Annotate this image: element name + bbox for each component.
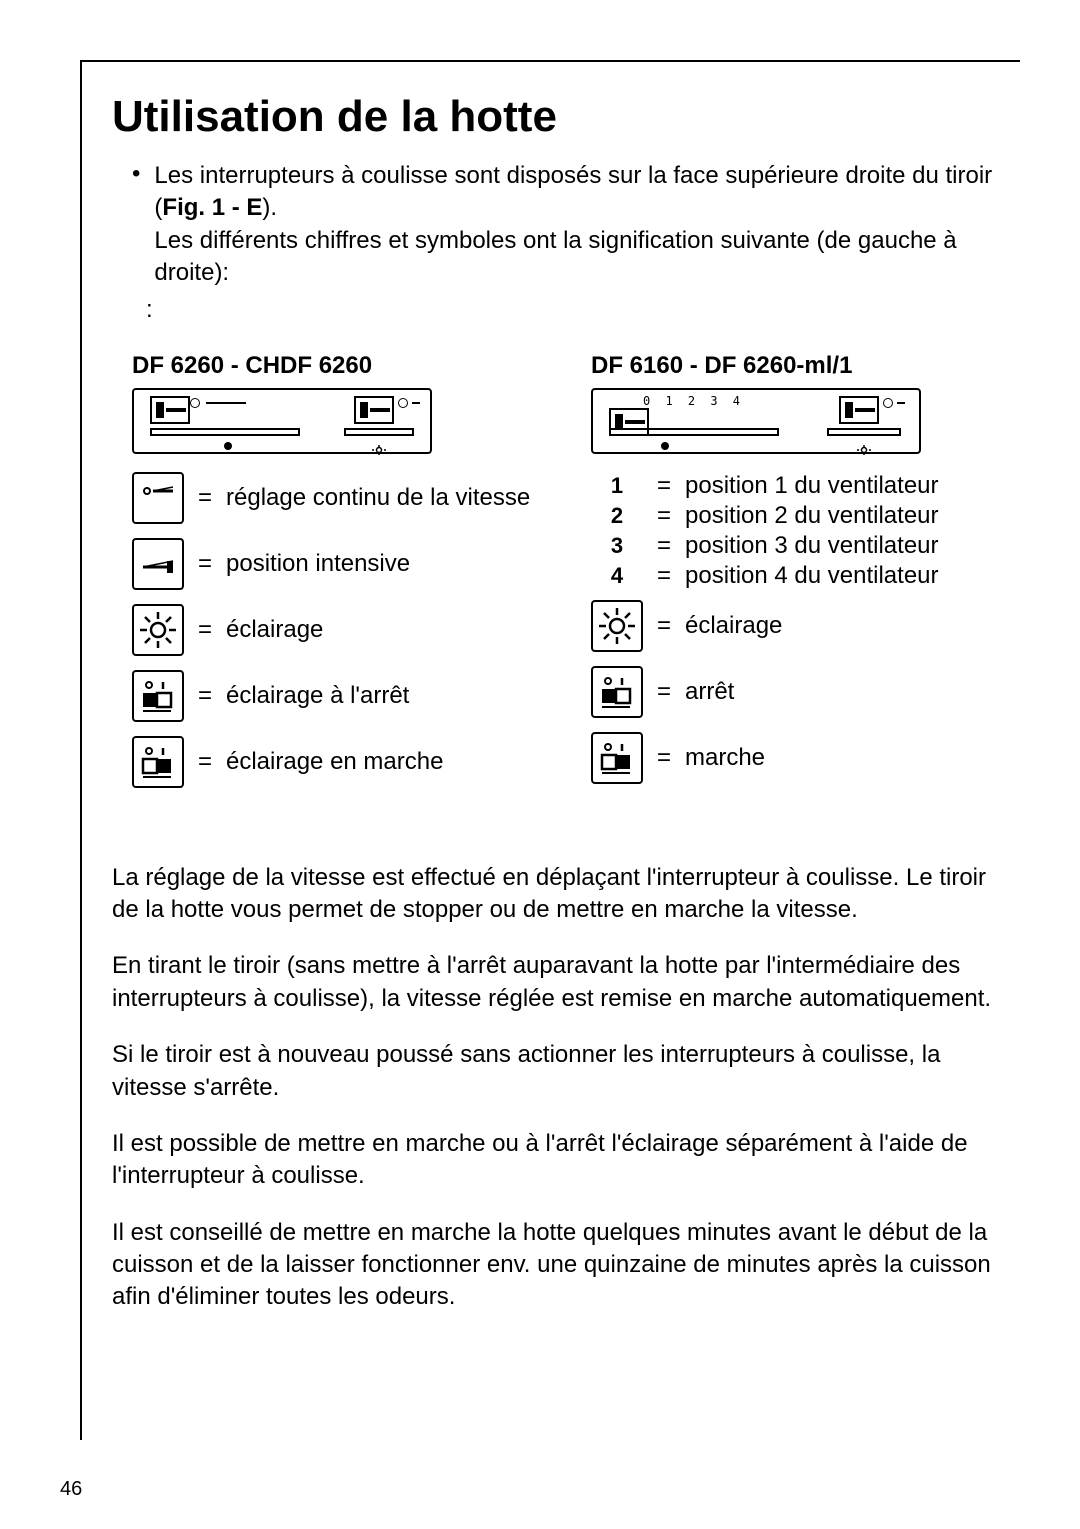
page: Utilisation de la hotte • Les interrupte… [0,0,1080,1529]
left-legend-list: = réglage continu de la vitesse = position … [132,472,551,788]
paragraph: Il est conseillé de mettre en marche la … [112,1217,1000,1314]
left-model-column: DF 6260 - CHDF 6260 =réglage continu d [132,352,551,802]
legend-row: 3 = position 3 du ventilateur [591,532,1010,560]
position-number: 2 [591,503,643,529]
right-control-panel: 0 1 2 3 4 [591,388,921,454]
paragraph: Il est possible de mettre en marche ou à… [112,1128,1000,1193]
legend-label: position 2 du ventilateur [685,502,939,530]
switch-off-icon [132,670,184,722]
lone-colon: : [146,296,1010,324]
equals-sign: = [196,748,214,776]
legend-label: position 1 du ventilateur [685,472,939,500]
light-icon [132,604,184,656]
legend-row: = arrêt [591,666,1010,718]
legend-row: = position intensive [132,538,551,590]
legend-row: 4 = position 4 du ventilateur [591,562,1010,590]
legend-row: = éclairage [591,600,1010,652]
left-model-title: DF 6260 - CHDF 6260 [132,352,551,380]
equals-sign: = [196,550,214,578]
legend-row: 1 = position 1 du ventilateur [591,472,1010,500]
paragraph: La réglage de la vitesse est effectué en… [112,862,1000,927]
switch-on-icon [591,732,643,784]
paragraph: Si le tiroir est à nouveau poussé sans a… [112,1039,1000,1104]
page-title: Utilisation de la hotte [112,92,1010,142]
left-control-panel [132,388,432,454]
legend-row: = éclairage [132,604,551,656]
equals-sign: = [655,502,673,530]
equals-sign: = [655,532,673,560]
equals-sign: = [655,472,673,500]
content-frame: Utilisation de la hotte • Les interrupte… [80,60,1020,1440]
intro-line1b: ). [262,194,277,221]
equals-sign: = [655,678,673,706]
equals-sign: = [196,484,214,512]
legend-row: = réglage continu de la vitesse [132,472,551,524]
slider-continuous-icon [132,472,184,524]
position-number: 4 [591,563,643,589]
right-number-legend: 1 = position 1 du ventilateur 2 = position 2 … [591,472,1010,590]
legend-label: position 3 du ventilateur [685,532,939,560]
slider-intensive-icon [132,538,184,590]
switch-on-icon [132,736,184,788]
light-icon [591,600,643,652]
intro-line2: Les différents chiffres et symboles ont … [154,227,956,286]
equals-sign: = [655,562,673,590]
legend-label: position intensive [226,550,410,578]
legend-label: arrêt [685,678,734,706]
legend-label: éclairage à l'arrêt [226,682,409,710]
page-number: 46 [60,1478,82,1501]
switch-off-icon [591,666,643,718]
legend-row: = éclairage à l'arrêt [132,670,551,722]
body-paragraphs: La réglage de la vitesse est effectué en… [112,862,1010,1314]
right-icon-legend: = éclairage = arrêt = marche [591,600,1010,784]
legend-label: éclairage [685,612,782,640]
legend-label: éclairage en marche [226,748,443,776]
legend-label: position 4 du ventilateur [685,562,939,590]
intro-line1a: Les interrupteurs à coulisse sont dispos… [154,162,992,221]
legend-row: 2 = position 2 du ventilateur [591,502,1010,530]
panel-numbers: 0 1 2 3 4 [643,394,744,408]
legend-row: = marche [591,732,1010,784]
legend-label: réglage continu de la vitesse [226,484,530,512]
intro-text: Les interrupteurs à coulisse sont dispos… [154,160,1010,290]
legend-row: = éclairage en marche [132,736,551,788]
equals-sign: = [655,744,673,772]
equals-sign: = [196,616,214,644]
legend-label: éclairage [226,616,323,644]
bullet-icon: • [132,160,140,290]
paragraph: En tirant le tiroir (sans mettre à l'arr… [112,950,1000,1015]
position-number: 3 [591,533,643,559]
right-model-title: DF 6160 - DF 6260-ml/1 [591,352,1010,380]
legend-label: marche [685,744,765,772]
equals-sign: = [196,682,214,710]
intro-bullet: • Les interrupteurs à coulisse sont disp… [132,160,1010,290]
fig-reference: Fig. 1 - E [162,194,262,221]
models-row: DF 6260 - CHDF 6260 =réglage continu d [132,352,1010,802]
equals-sign: = [655,612,673,640]
right-model-column: DF 6160 - DF 6260-ml/1 0 1 2 3 4 1 = posit… [591,352,1010,802]
position-number: 1 [591,473,643,499]
